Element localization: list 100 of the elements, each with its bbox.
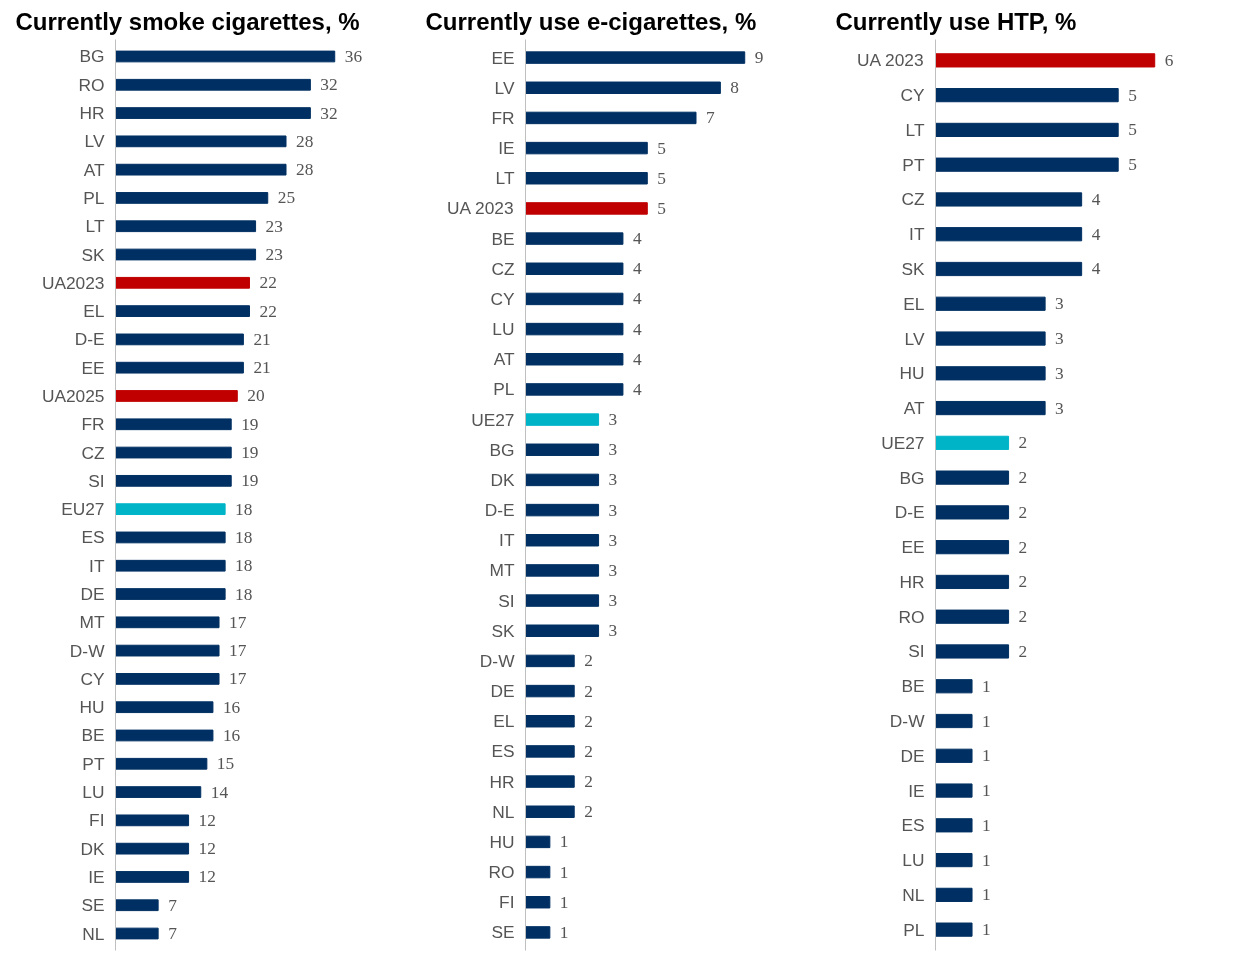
data-label: 2 — [1018, 537, 1028, 557]
bar — [115, 871, 190, 883]
y-tick-label: DE — [490, 681, 515, 702]
bar — [525, 835, 551, 849]
data-label: 3 — [1055, 398, 1064, 418]
bar — [115, 814, 190, 827]
data-label: 3 — [608, 530, 618, 550]
data-label: 6 — [1164, 50, 1174, 70]
bar — [115, 927, 159, 940]
bar — [525, 383, 624, 396]
y-tick-label: UA 2023 — [447, 198, 514, 219]
y-tick-label: AT — [493, 349, 515, 370]
bar — [525, 684, 575, 698]
bar — [935, 713, 973, 729]
data-label: 5 — [657, 168, 666, 188]
bar — [935, 53, 1156, 68]
bar — [935, 609, 1010, 624]
y-tick-label: D-W — [69, 640, 106, 661]
data-label: 1 — [982, 815, 991, 835]
data-label: 3 — [608, 440, 618, 460]
y-tick-label: EE — [81, 357, 105, 378]
bar — [115, 248, 257, 261]
bar — [115, 786, 202, 798]
data-label: 3 — [1055, 294, 1064, 314]
bar — [935, 818, 973, 833]
data-label: 2 — [1018, 572, 1028, 592]
y-tick-label: CZ — [901, 189, 925, 210]
data-label: 2 — [584, 711, 593, 731]
data-label: 22 — [259, 301, 277, 321]
y-tick-label: DK — [80, 838, 105, 859]
y-tick-label: ES — [491, 741, 515, 762]
data-label: 5 — [1128, 85, 1137, 105]
y-tick-label: UE27 — [881, 432, 925, 453]
y-tick-label: IE — [88, 866, 105, 887]
data-label: 2 — [1018, 607, 1028, 627]
y-tick-label: UE27 — [471, 409, 515, 430]
bar — [525, 745, 575, 758]
y-tick-label: FI — [499, 892, 515, 913]
bar — [115, 559, 226, 572]
y-tick-label: FR — [491, 107, 515, 128]
data-label: 4 — [632, 319, 642, 339]
bar — [935, 470, 1010, 485]
bar — [525, 594, 600, 607]
y-tick-label: CZ — [491, 258, 515, 279]
chart-title: Currently use HTP, % — [835, 7, 1077, 35]
bar — [935, 435, 1010, 450]
y-tick-label: PL — [493, 379, 515, 400]
bar — [525, 292, 624, 306]
bar — [525, 654, 575, 668]
y-tick-label: PT — [902, 154, 925, 175]
y-tick-label: SI — [908, 641, 925, 662]
bar — [115, 701, 214, 714]
bar — [525, 926, 551, 939]
y-tick-label: D-E — [484, 500, 515, 521]
bar — [115, 503, 226, 516]
data-label: 12 — [198, 839, 216, 859]
y-tick-label: IT — [499, 530, 515, 551]
data-label: 5 — [657, 138, 666, 158]
y-tick-label: UA2023 — [41, 272, 105, 293]
data-label: 18 — [235, 584, 253, 604]
bar — [525, 564, 600, 577]
y-tick-label: AT — [83, 159, 105, 180]
data-label: 32 — [320, 103, 338, 123]
data-label: 3 — [608, 621, 618, 641]
bar — [935, 540, 1010, 555]
data-label: 7 — [706, 108, 716, 128]
y-tick-label: SK — [81, 244, 105, 265]
data-label: 2 — [584, 802, 593, 822]
y-tick-label: BE — [81, 725, 105, 746]
y-tick-label: SE — [81, 895, 105, 916]
bar — [935, 852, 973, 868]
bar — [115, 673, 220, 685]
data-label: 23 — [265, 216, 283, 236]
y-tick-label: CY — [900, 85, 925, 106]
data-label: 36 — [344, 46, 363, 66]
bar — [935, 157, 1119, 172]
bar — [525, 111, 697, 125]
data-label: 2 — [584, 741, 593, 761]
y-tick-label: SI — [88, 470, 105, 491]
data-label: 1 — [559, 862, 569, 882]
data-label: 15 — [216, 754, 235, 774]
y-tick-label: D-W — [889, 711, 926, 732]
bar — [935, 644, 1010, 659]
bar — [115, 333, 244, 346]
bar — [525, 51, 746, 64]
y-tick-label: IE — [908, 780, 925, 801]
bar — [525, 413, 600, 426]
bar — [935, 887, 973, 902]
y-tick-label: HR — [489, 771, 515, 792]
y-tick-label: BG — [79, 46, 105, 67]
y-tick-label: NL — [902, 884, 925, 905]
data-label: 22 — [259, 273, 277, 293]
data-label: 17 — [229, 641, 247, 661]
data-label: 3 — [608, 410, 618, 430]
y-tick-label: SK — [901, 258, 925, 279]
bar — [935, 400, 1046, 416]
data-label: 18 — [235, 527, 253, 547]
y-tick-label: ES — [901, 815, 925, 836]
y-tick-label: BG — [899, 467, 925, 488]
y-tick-label: D-E — [74, 329, 105, 350]
